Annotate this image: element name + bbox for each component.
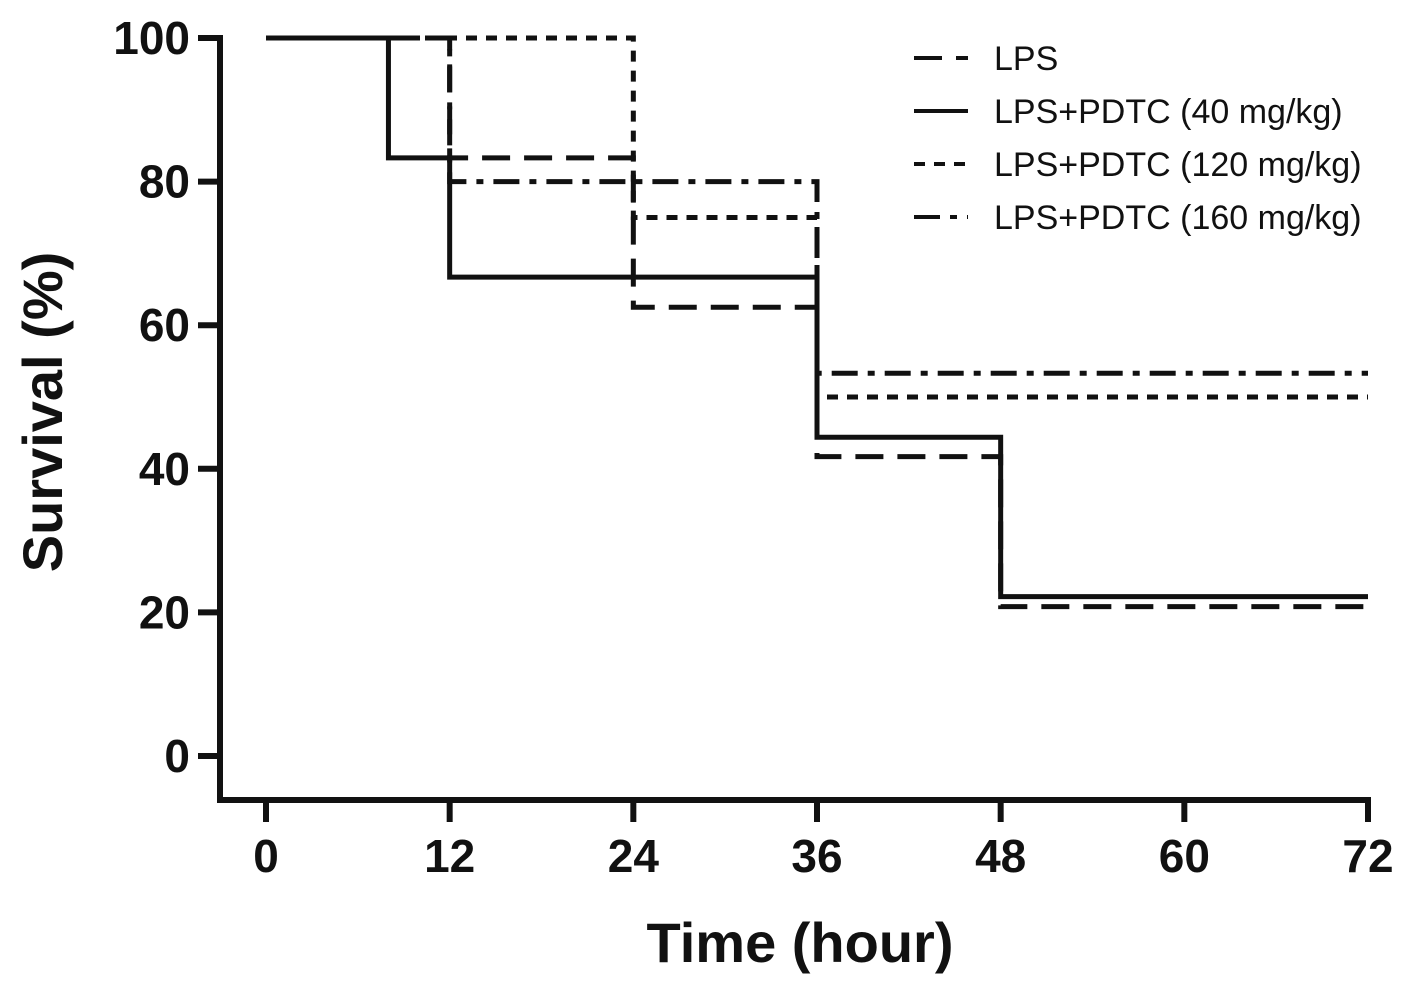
x-tick-label-12: 12 [424, 830, 475, 882]
x-axis-title: Time (hour) [647, 911, 954, 974]
legend-label-2: LPS+PDTC (40 mg/kg) [994, 93, 1343, 131]
y-tick-label-20: 20 [139, 586, 190, 638]
legend-label-3: LPS+PDTC (120 mg/kg) [994, 146, 1362, 184]
series-line-3 [266, 35, 1368, 400]
x-tick-label-24: 24 [608, 830, 660, 882]
y-tick-label-60: 60 [139, 299, 190, 351]
x-tick-label-72: 72 [1342, 830, 1393, 882]
plot-lines [266, 35, 1368, 610]
legend: LPS LPS+PDTC (40 mg/kg) LPS+PDTC (120 mg/k… [914, 40, 1362, 237]
y-axis-title: Survival (%) [11, 252, 74, 573]
y-tick-label-80: 80 [139, 156, 190, 208]
legend-label-1: LPS [994, 40, 1058, 78]
x-tick-label-48: 48 [975, 830, 1026, 882]
x-tick-label-0: 0 [253, 830, 279, 882]
axes [217, 35, 1371, 803]
y-tick-label-100: 100 [113, 12, 190, 64]
y-tick-label-0: 0 [164, 730, 190, 782]
x-tick-label-36: 36 [791, 830, 842, 882]
x-tick-label-60: 60 [1159, 830, 1210, 882]
series-line-4 [266, 35, 1368, 376]
ticks: 0 20 40 60 80 100 0 12 24 36 48 60 72 [113, 12, 1393, 882]
y-tick-label-40: 40 [139, 443, 190, 495]
series-line-2 [266, 35, 1368, 600]
legend-label-4: LPS+PDTC (160 mg/kg) [994, 199, 1362, 237]
